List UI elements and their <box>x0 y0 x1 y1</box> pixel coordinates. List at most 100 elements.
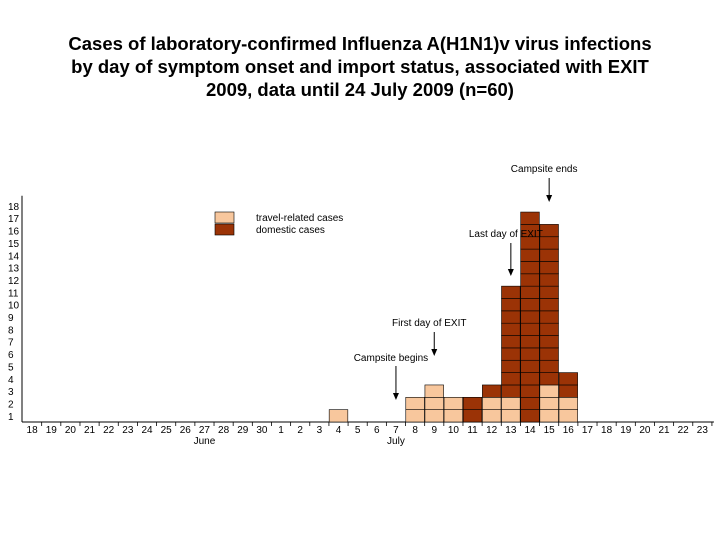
domestic-case-box <box>558 384 578 398</box>
x-tick-label: 25 <box>161 425 173 436</box>
y-tick-label: 12 <box>8 276 20 287</box>
x-tick-label: 22 <box>103 425 115 436</box>
domestic-case-box <box>501 347 521 361</box>
y-tick-label: 13 <box>8 264 20 275</box>
y-tick-label: 16 <box>8 227 20 238</box>
domestic-case-box <box>520 372 540 386</box>
x-tick-label: 30 <box>256 425 268 436</box>
x-tick-label: 20 <box>65 425 77 436</box>
annotation-label: Last day of EXIT <box>469 229 543 240</box>
travel-related-case-box <box>501 396 521 410</box>
y-tick-label: 8 <box>8 325 14 336</box>
travel-related-case-box <box>424 409 444 423</box>
x-tick-label: 17 <box>582 425 594 436</box>
domestic-case-box <box>520 310 540 324</box>
x-tick-label: 3 <box>317 425 323 436</box>
y-tick-label: 2 <box>8 399 14 410</box>
x-tick-label: 23 <box>122 425 134 436</box>
y-tick-label: 10 <box>8 301 20 312</box>
x-tick-label: 24 <box>141 425 153 436</box>
x-tick-label: 12 <box>486 425 498 436</box>
domestic-case-box <box>520 335 540 349</box>
y-tick-label: 15 <box>8 239 20 250</box>
domestic-case-box <box>501 372 521 386</box>
x-tick-label: 6 <box>374 425 380 436</box>
travel-related-case-box <box>443 396 464 410</box>
travel-related-case-box <box>424 384 444 398</box>
y-tick-label: 1 <box>8 412 14 423</box>
chart-title-line-3: 2009, data until 24 July 2009 (n=60) <box>206 79 514 100</box>
domestic-case-box <box>520 285 540 299</box>
travel-related-case-box <box>443 409 464 423</box>
y-tick-label: 11 <box>8 288 19 299</box>
travel-related-case-box <box>328 409 349 423</box>
domestic-case-box <box>539 347 559 361</box>
x-tick-label: 19 <box>46 425 58 436</box>
domestic-case-box <box>520 298 540 312</box>
x-tick-label: 22 <box>678 425 690 436</box>
domestic-case-box <box>501 322 521 336</box>
x-tick-label: 19 <box>620 425 632 436</box>
domestic-case-box <box>520 347 540 361</box>
travel-related-case-box <box>558 396 578 410</box>
chart-title-line-2: by day of symptom onset and import statu… <box>71 56 649 77</box>
travel-related-case-box <box>424 396 444 410</box>
travel-related-case-box <box>539 396 559 410</box>
x-tick-label: 15 <box>544 425 556 436</box>
y-tick-label: 4 <box>8 375 14 386</box>
domestic-case-box <box>520 359 540 373</box>
legend-label: domestic cases <box>256 225 325 236</box>
domestic-case-box <box>539 224 559 238</box>
domestic-case-box <box>520 409 540 423</box>
y-tick-label: 9 <box>8 313 14 324</box>
travel-related-case-box <box>558 409 578 423</box>
domestic-case-box <box>501 335 521 349</box>
domestic-case-box <box>501 310 521 324</box>
y-tick-label: 18 <box>8 202 20 213</box>
x-tick-label: 10 <box>448 425 460 436</box>
annotation-arrow-head <box>546 195 553 202</box>
domestic-case-box <box>462 396 483 410</box>
x-tick-label: 8 <box>412 425 418 436</box>
domestic-case-box <box>462 409 483 423</box>
domestic-case-box <box>520 322 540 336</box>
travel-related-case-box <box>405 396 425 410</box>
domestic-case-box <box>539 359 559 373</box>
travel-related-case-box <box>405 409 425 423</box>
x-tick-label: 9 <box>431 425 437 436</box>
y-tick-label: 5 <box>8 362 14 373</box>
y-tick-label: 3 <box>8 387 14 398</box>
x-tick-label: 29 <box>237 425 249 436</box>
domestic-case-box <box>539 310 559 324</box>
annotation-arrow-head <box>507 269 514 276</box>
x-tick-label: 21 <box>658 425 670 436</box>
domestic-case-box <box>539 285 559 299</box>
domestic-case-box <box>539 273 559 287</box>
x-tick-label: 7 <box>393 425 399 436</box>
x-tick-label: 21 <box>84 425 96 436</box>
domestic-case-box <box>539 298 559 312</box>
x-tick-label: 14 <box>524 425 536 436</box>
travel-related-case-box <box>539 409 559 423</box>
travel-related-case-box <box>539 384 559 398</box>
x-tick-label: 4 <box>336 425 342 436</box>
domestic-case-box <box>539 261 559 275</box>
x-tick-label: 16 <box>563 425 575 436</box>
y-tick-label: 14 <box>8 251 20 262</box>
month-label: June <box>194 436 216 447</box>
domestic-case-box <box>539 335 559 349</box>
travel-related-case-box <box>482 396 502 410</box>
domestic-case-box <box>501 384 521 398</box>
x-tick-label: 1 <box>278 425 284 436</box>
x-tick-label: 23 <box>697 425 709 436</box>
x-tick-label: 26 <box>180 425 192 436</box>
legend-swatch <box>214 211 235 224</box>
x-tick-label: 2 <box>297 425 303 436</box>
domestic-case-box <box>520 248 540 262</box>
domestic-case-box <box>558 372 578 386</box>
domestic-case-box <box>520 396 540 410</box>
domestic-case-box <box>501 298 521 312</box>
x-tick-label: 27 <box>199 425 211 436</box>
y-tick-label: 17 <box>8 214 20 225</box>
annotation-arrow-head <box>392 393 399 400</box>
